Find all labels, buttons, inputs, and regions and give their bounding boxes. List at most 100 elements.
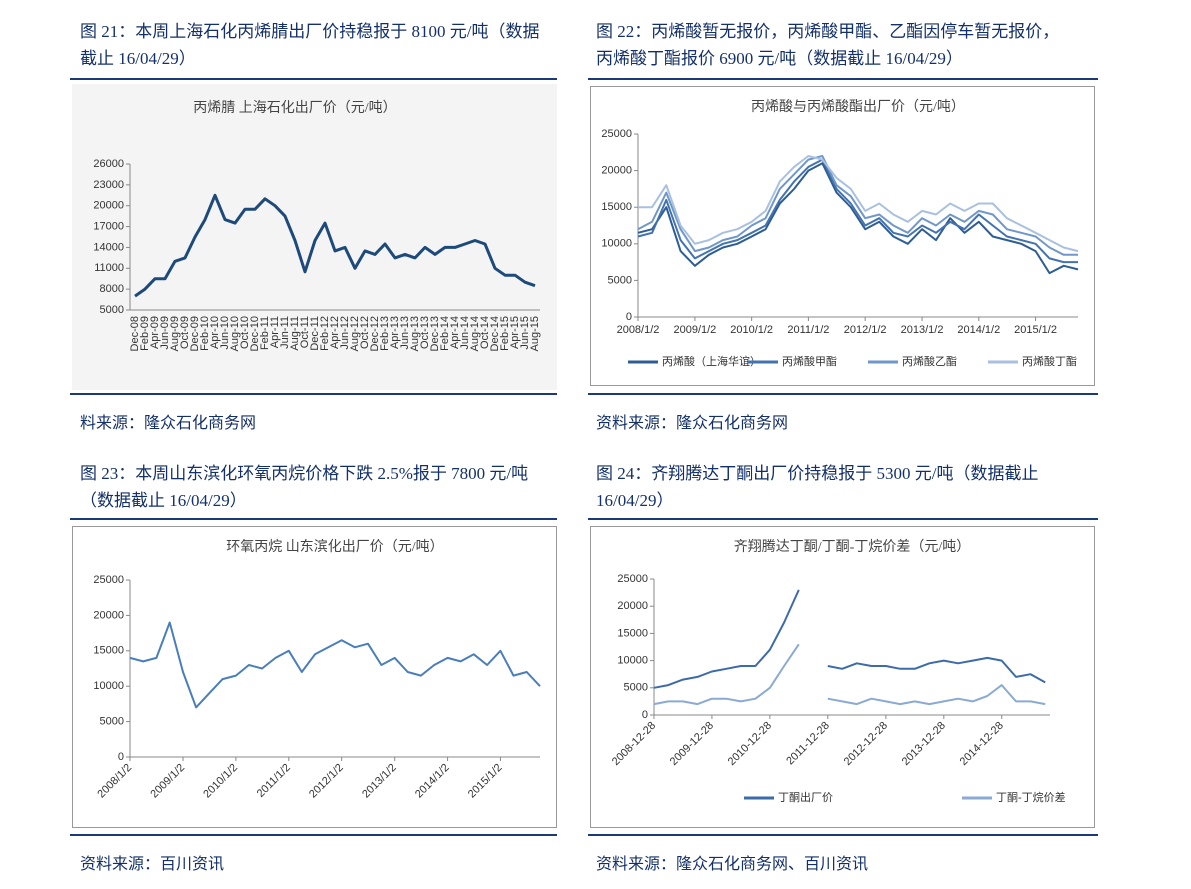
x-tick-label: Jun-12 [339,316,351,350]
y-tick-label: 20000 [93,200,124,212]
chart: 环氧丙烷 山东滨化出厂价（元/吨） 0 5000 10000 15000 20000 250… [72,526,557,828]
x-tick-label: Aug-11 [289,316,301,351]
x-tick-label: Jun-14 [459,316,471,350]
caption: 图 24：齐翔腾达丁酮出厂价持稳报于 5300 元/吨（数据截止 16/04/2… [596,464,1039,510]
x-tick-label: Oct-10 [239,316,251,349]
legend-label: 丙烯酸丁酯 [1022,354,1077,368]
y-tick-label: 10000 [93,680,124,692]
y-tick-label: 25000 [601,128,632,140]
y-tick-label: 26000 [93,158,124,170]
rule [588,78,1098,80]
x-tick-label: Jun-13 [399,316,411,350]
line-series [637,155,1078,256]
frame [590,86,1095,386]
y-tick-label: 17000 [93,220,124,232]
x-tick-label: 2009/1/2 [148,762,187,801]
line-series [827,684,1046,706]
x-tick-label: Aug-13 [409,316,421,351]
source: 资料来源：隆众石化商务网 [596,415,789,432]
x-tick-label: 2011/1/2 [255,762,293,800]
y-tick-label: 14000 [93,241,124,253]
y-tick-label: 20000 [93,609,124,621]
y-tick-label: 0 [626,311,632,323]
chart: 丙烯腈 上海石化出厂价（元/吨） 5000 8000 11000 14000 17000 2… [72,84,557,390]
y-tick-label: 25000 [93,574,124,586]
x-tick-label: Jun-11 [279,316,291,349]
x-tick-label: 2008-12-28 [610,720,658,768]
x-tick-label: 2013/1/2 [901,324,944,336]
x-tick-label: 2015/1/2 [1014,324,1057,336]
x-tick-label: Aug-10 [229,316,241,351]
x-tick-label: Aug-09 [169,316,181,351]
x-tick-label: Feb-11 [259,316,271,350]
legend-label: 丁酮出厂价 [778,790,833,804]
x-tick-label: Feb-13 [379,316,391,351]
x-tick-label: Feb-14 [439,316,451,351]
y-tick-label: 20000 [601,165,632,177]
source: 资料来源：隆众石化商务网、百川资讯 [596,856,869,873]
y-tick-label: 23000 [93,179,124,191]
x-tick-label: Apr-13 [389,316,401,349]
x-tick-label: Feb-12 [319,316,331,351]
legend-label: 丙烯酸（上海华谊） [662,354,761,368]
y-tick-label: 8000 [100,283,124,295]
x-tick-label: Dec-13 [429,316,441,351]
x-tick-label: Feb-09 [139,316,151,351]
y-tick-label: 20000 [617,600,648,612]
x-tick-label: Feb-10 [199,316,211,351]
x-tick-label: Dec-14 [489,316,501,351]
line-series [637,162,1079,275]
line-series [653,589,800,689]
chart-title: 丙烯酸与丙烯酸酯出厂价（元/吨） [751,99,965,115]
frame [72,526,557,828]
chart: 齐翔腾达丁酮/丁酮-丁烷价差（元/吨） 0 5000 10000 15000 20000 2… [590,526,1095,828]
x-tick-label: Oct-11 [299,316,311,348]
x-tick-label: Oct-09 [179,316,191,349]
y-tick-label: 5000 [100,304,124,316]
x-tick-label: Apr-15 [509,316,521,349]
rule [70,78,557,80]
rule [70,518,557,520]
x-tick-label: 2008/1/2 [95,762,134,801]
rule [588,518,1098,520]
y-tick-label: 15000 [601,201,632,213]
chart-svg: 环氧丙烷 山东滨化出厂价（元/吨） 0 5000 10000 15000 20000 250… [72,526,557,828]
source: 料来源：隆众石化商务网 [80,415,257,432]
x-tick-label: 2011-12-28 [784,720,832,768]
chart-svg: 齐翔腾达丁酮/丁酮-丁烷价差（元/吨） 0 5000 10000 15000 20000 2… [590,526,1095,828]
x-tick-label: 2013-12-28 [900,720,948,768]
line-series [134,193,536,298]
line-series [637,158,1078,264]
line-series [653,643,800,706]
x-tick-label: 2010/1/2 [730,324,773,336]
x-tick-label: 2015/1/2 [466,762,505,801]
y-tick-label: 5000 [624,682,648,694]
x-tick-label: 2008/1/2 [617,324,660,336]
rule [588,834,1098,836]
y-tick-label: 5000 [608,274,632,286]
x-tick-label: 2012-12-28 [842,720,890,768]
x-tick-label: 2012/1/2 [307,762,346,801]
x-tick-label: Jun-09 [159,316,171,350]
x-tick-label: Feb-15 [499,316,511,351]
x-tick-label: Oct-13 [419,316,431,349]
rule [70,834,557,836]
x-tick-label: Dec-09 [189,316,201,351]
chart-title: 齐翔腾达丁酮/丁酮-丁烷价差（元/吨） [734,538,970,555]
x-tick-label: Dec-08 [129,316,141,351]
x-tick-label: 2013/1/2 [360,762,399,801]
caption: 图 21：本周上海石化丙烯腈出厂价持稳报于 8100 元/吨（数据截止 16/0… [80,22,540,68]
chart-title: 丙烯腈 上海石化出厂价（元/吨） [193,100,396,116]
x-tick-label: 2010/1/2 [201,762,240,801]
x-tick-label: Apr-10 [209,316,221,349]
x-tick-label: 2012/1/2 [844,324,887,336]
x-tick-label: Aug-12 [349,316,361,351]
x-tick-label: Oct-14 [479,316,491,349]
y-tick-label: 10000 [617,655,648,667]
x-tick-label: 2010-12-28 [726,720,774,768]
legend-label: 丙烯酸乙酯 [902,354,957,368]
x-tick-label: Apr-14 [449,316,461,349]
x-tick-label: 2014/1/2 [413,762,452,801]
line-series [827,656,1046,684]
y-tick-label: 0 [642,709,648,721]
